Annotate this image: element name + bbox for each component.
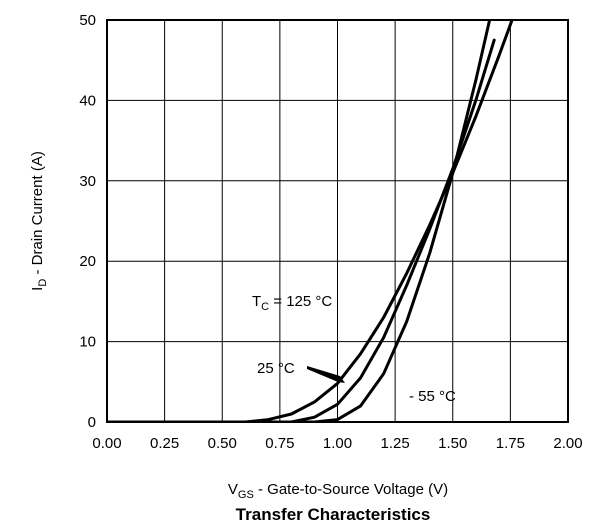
y-tick-label: 50 <box>79 12 96 29</box>
x-tick-label: 2.00 <box>553 435 582 452</box>
y-axis-title: ID - Drain Current (A) <box>29 151 49 291</box>
x-tick-label: 1.00 <box>323 435 352 452</box>
y-tick-label: 40 <box>79 92 96 109</box>
x-tick-label: 0.25 <box>150 435 179 452</box>
x-axis-title: VGS - Gate-to-Source Voltage (V) <box>228 481 448 501</box>
y-tick-label: 20 <box>79 253 96 270</box>
annotation-tc-125: TC = 125 °C <box>252 293 332 313</box>
annotation-25c-leader-arrow <box>307 366 345 383</box>
x-tick-label: 1.25 <box>381 435 410 452</box>
annotation-25c: 25 °C <box>257 360 295 377</box>
chart-title: Transfer Characteristics <box>236 505 431 524</box>
x-tick-label: 0.00 <box>92 435 121 452</box>
curve-tc-125 <box>107 20 514 422</box>
curve-minus-55c <box>107 20 492 422</box>
y-tick-labels: 0 10 20 30 40 50 <box>79 12 96 431</box>
x-tick-label: 1.75 <box>496 435 525 452</box>
x-tick-label: 0.50 <box>208 435 237 452</box>
y-tick-label: 0 <box>88 414 96 431</box>
y-tick-label: 10 <box>79 334 96 351</box>
plot-frame <box>106 19 569 423</box>
grid <box>106 19 569 423</box>
x-tick-labels: 0.00 0.25 0.50 0.75 1.00 1.25 1.50 1.75 2.00 <box>92 435 582 452</box>
x-tick-label: 0.75 <box>265 435 294 452</box>
x-tick-label: 1.50 <box>438 435 467 452</box>
y-tick-label: 30 <box>79 173 96 190</box>
annotation-minus-55c: - 55 °C <box>409 388 456 405</box>
curves <box>107 20 514 422</box>
